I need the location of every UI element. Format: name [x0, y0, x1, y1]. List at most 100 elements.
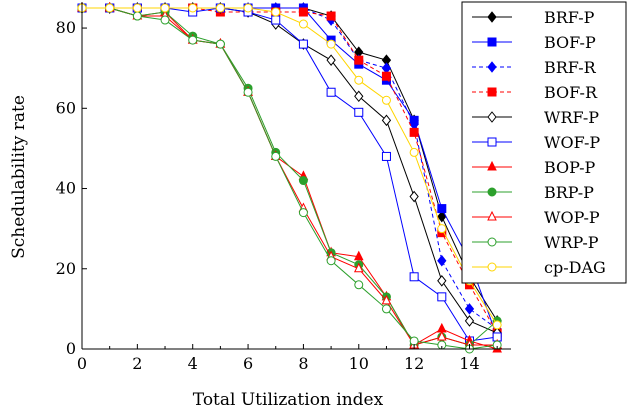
data-point	[409, 127, 419, 137]
y-tick-label: 40	[56, 179, 76, 198]
data-point	[437, 204, 447, 214]
series-line	[82, 7, 498, 346]
data-point	[298, 176, 308, 186]
data-point	[243, 87, 253, 97]
data-point	[492, 320, 502, 330]
data-point	[132, 11, 142, 21]
series-line	[82, 7, 498, 350]
legend-label: WRP-P	[544, 233, 599, 252]
data-point	[326, 256, 336, 266]
series-layer	[77, 1, 502, 354]
data-point	[188, 35, 198, 45]
data-point	[298, 19, 308, 29]
legend-swatch-marker	[487, 111, 497, 123]
data-point	[354, 75, 364, 85]
data-point	[464, 303, 475, 315]
series-line	[82, 7, 498, 338]
x-tick-label: 2	[132, 354, 142, 373]
y-tick-label: 20	[56, 259, 76, 278]
data-point	[215, 39, 225, 49]
legend-swatch-marker	[487, 11, 497, 23]
legend-label: WOF-P	[544, 133, 600, 152]
data-point	[271, 151, 281, 161]
legend-item: WOF-P	[472, 133, 600, 152]
data-point	[437, 210, 447, 223]
data-point	[381, 71, 391, 81]
series-line	[82, 7, 498, 330]
data-point	[354, 90, 364, 103]
data-point	[409, 336, 419, 346]
tick-labels: 0 2 4 6 8 10 12 14 0 20 40 60 80	[56, 18, 480, 373]
data-point	[381, 151, 391, 161]
data-point	[436, 322, 447, 333]
x-tick-label: 8	[298, 354, 308, 373]
data-point	[437, 254, 447, 267]
legend-swatch-marker	[487, 210, 497, 221]
y-tick-label: 60	[56, 98, 76, 117]
legend-item: BOF-R	[472, 83, 598, 102]
x-tick-label: 10	[349, 354, 369, 373]
data-point	[437, 224, 447, 234]
x-tick-label: 0	[77, 354, 87, 373]
legend-swatch-marker	[487, 262, 497, 272]
legend-label: WRF-P	[544, 108, 599, 127]
data-point	[437, 292, 447, 302]
legend-label: WOP-P	[544, 208, 600, 227]
data-point	[188, 3, 198, 13]
axes	[81, 2, 511, 350]
data-point	[437, 274, 447, 287]
data-point	[381, 294, 392, 305]
series-wrf-p	[77, 2, 502, 339]
series-brf-p	[77, 2, 502, 327]
data-point	[354, 280, 364, 290]
data-point	[326, 11, 336, 21]
series-line	[82, 7, 498, 342]
legend-label: BOF-R	[544, 83, 598, 102]
legend-item: BRP-P	[472, 183, 594, 202]
series-brf-r	[77, 2, 502, 335]
series-line	[82, 7, 498, 326]
data-point	[326, 39, 336, 49]
legend-item: WRP-P	[472, 233, 599, 252]
series-bof-r	[77, 3, 502, 338]
legend-item: WRF-P	[472, 108, 599, 127]
y-tick-label: 80	[56, 18, 76, 37]
data-point	[381, 304, 391, 314]
data-point	[326, 87, 336, 97]
data-point	[464, 315, 475, 327]
data-point	[271, 7, 281, 17]
legend-label: BOP-P	[544, 158, 595, 177]
legend-swatch-marker	[487, 237, 497, 247]
x-tick-label: 12	[404, 354, 424, 373]
data-point	[271, 15, 281, 25]
series-line	[82, 7, 498, 334]
legend-item: BOF-P	[472, 33, 596, 52]
series-line	[82, 7, 498, 346]
data-point	[243, 3, 253, 13]
data-point	[298, 208, 308, 218]
x-axis-label: Total Utilization index	[193, 390, 384, 410]
data-point	[381, 114, 392, 127]
legend-label: cp-DAG	[544, 258, 606, 277]
data-point	[354, 55, 364, 65]
data-point	[160, 15, 170, 25]
data-point	[215, 3, 225, 13]
legend-label: BRF-P	[544, 8, 595, 27]
legend-item: cp-DAG	[472, 258, 606, 277]
legend-swatch-marker	[487, 87, 497, 97]
data-point	[298, 39, 308, 49]
legend-swatch-marker	[487, 37, 497, 47]
legend-swatch-marker	[487, 61, 497, 73]
y-tick-label: 0	[66, 339, 76, 358]
data-point	[354, 107, 364, 117]
data-point	[409, 190, 419, 203]
legend-label: BOF-P	[544, 33, 596, 52]
y-axis-label: Schedulability rate	[9, 95, 29, 259]
legend-swatch-marker	[487, 160, 497, 171]
legend-swatch-marker	[487, 137, 497, 147]
series-line	[82, 7, 498, 350]
legend-swatch-marker	[487, 187, 497, 197]
x-tick-label: 4	[188, 354, 198, 373]
data-point	[105, 3, 115, 13]
